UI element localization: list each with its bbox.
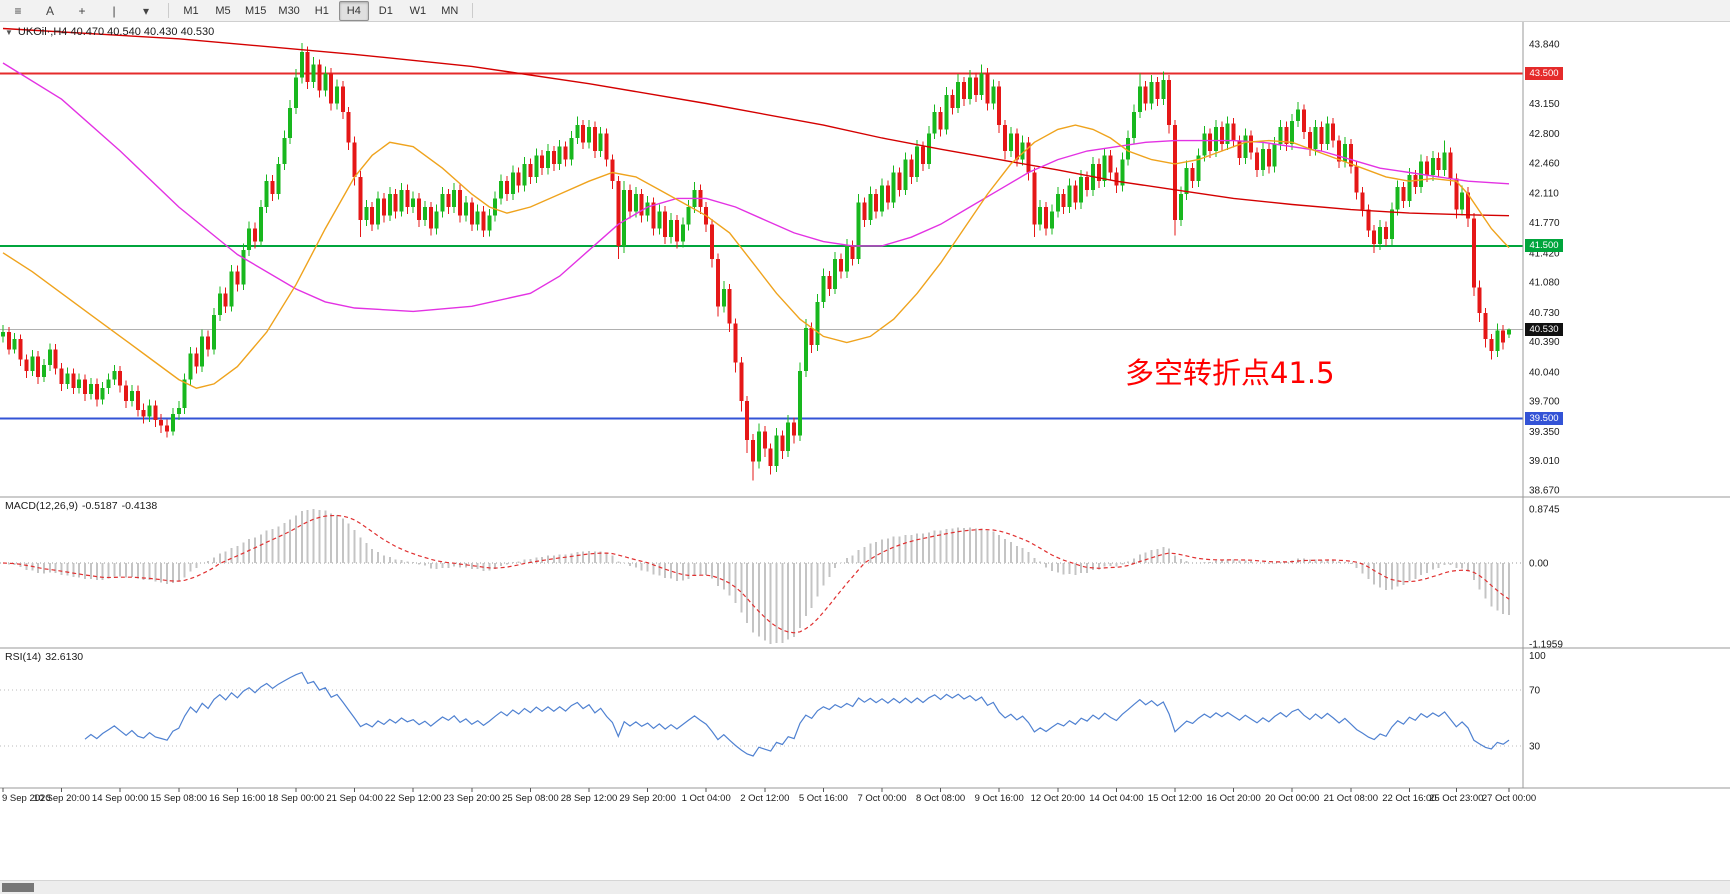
svg-text:39.700: 39.700 [1529, 397, 1560, 408]
price-badge-39.500: 39.500 [1525, 411, 1563, 425]
price-badge-41.500: 41.500 [1525, 239, 1563, 253]
rsi-value: 32.6130 [45, 651, 84, 663]
svg-text:20 Oct 00:00: 20 Oct 00:00 [1265, 793, 1319, 804]
chevron-down-icon[interactable]: ▼ [5, 28, 13, 37]
svg-text:40.040: 40.040 [1529, 367, 1560, 378]
toolbar-separator [471, 3, 473, 18]
svg-text:28 Sep 12:00: 28 Sep 12:00 [561, 793, 618, 804]
svg-text:100: 100 [1529, 651, 1546, 662]
macd-indicator-label: MACD(12,26,9) -0.5187 -0.4138 [5, 500, 161, 512]
rsi-title: RSI(14) [5, 651, 42, 663]
svg-text:-1.1959: -1.1959 [1529, 640, 1563, 651]
svg-text:14 Oct 04:00: 14 Oct 04:00 [1089, 793, 1143, 804]
svg-text:12 Oct 20:00: 12 Oct 20:00 [1031, 793, 1085, 804]
tool-crosshair-button[interactable]: + [78, 3, 86, 18]
price-badge-43.500: 43.500 [1525, 66, 1563, 80]
timeframe-h1-button[interactable]: H1 [314, 4, 329, 17]
svg-text:0.8745: 0.8745 [1529, 505, 1560, 516]
svg-text:23 Sep 20:00: 23 Sep 20:00 [444, 793, 501, 804]
svg-text:15 Oct 12:00: 15 Oct 12:00 [1148, 793, 1202, 804]
svg-text:39.350: 39.350 [1529, 427, 1560, 438]
chart-annotation-text: 多空转折点41.5 [1125, 356, 1335, 390]
svg-text:16 Sep 16:00: 16 Sep 16:00 [209, 793, 266, 804]
svg-text:42.800: 42.800 [1529, 129, 1560, 140]
svg-text:2 Oct 12:00: 2 Oct 12:00 [740, 793, 789, 804]
svg-text:41.420: 41.420 [1529, 248, 1560, 259]
price-badge-40.530: 40.530 [1525, 323, 1563, 337]
svg-text:22 Sep 12:00: 22 Sep 12:00 [385, 793, 442, 804]
toolbar-separator [168, 3, 169, 18]
svg-text:42.460: 42.460 [1529, 159, 1560, 170]
tool-line-tools-dropdown-button[interactable]: ▾ [142, 3, 150, 18]
svg-text:70: 70 [1529, 686, 1541, 697]
svg-text:25 Sep 08:00: 25 Sep 08:00 [502, 793, 559, 804]
timeframe-w1-button[interactable]: W1 [409, 4, 427, 17]
svg-text:41.770: 41.770 [1529, 218, 1560, 229]
timeframe-mn-button[interactable]: MN [441, 4, 459, 17]
svg-text:9 Oct 16:00: 9 Oct 16:00 [975, 793, 1024, 804]
svg-text:21 Oct 08:00: 21 Oct 08:00 [1324, 793, 1378, 804]
svg-text:22 Oct 16:00: 22 Oct 16:00 [1382, 793, 1436, 804]
svg-text:16 Oct 20:00: 16 Oct 20:00 [1206, 793, 1260, 804]
svg-text:10 Sep 20:00: 10 Sep 20:00 [33, 793, 90, 804]
macd-main-value: -0.5187 [81, 500, 118, 512]
svg-text:40.390: 40.390 [1529, 337, 1560, 348]
svg-text:27 Oct 00:00: 27 Oct 00:00 [1482, 793, 1536, 804]
tool-charts-list-button[interactable]: ≡ [14, 3, 22, 18]
svg-text:41.080: 41.080 [1529, 278, 1560, 289]
symbol-ohlc-text: UKOil·,H4 40.470 40.540 40.430 40.530 [17, 26, 215, 38]
svg-text:14 Sep 00:00: 14 Sep 00:00 [92, 793, 149, 804]
svg-text:18 Sep 00:00: 18 Sep 00:00 [268, 793, 325, 804]
tool-vertical-line-button[interactable]: | [112, 3, 116, 18]
svg-text:9 Sep 2020: 9 Sep 2020 [2, 793, 51, 804]
svg-text:38.670: 38.670 [1529, 486, 1560, 497]
svg-text:0.00: 0.00 [1529, 559, 1549, 570]
svg-text:43.840: 43.840 [1529, 40, 1560, 51]
rsi-indicator-label: RSI(14) 32.6130 [5, 651, 87, 663]
timeframe-m15-button[interactable]: M15 [245, 4, 267, 17]
chart-toolbar: ≡ A + | ▾ M1 M5 M15 M30 H1 H4 D1 W1 MN [0, 0, 1730, 22]
timeframe-d1-button[interactable]: D1 [378, 4, 393, 17]
svg-text:21 Sep 04:00: 21 Sep 04:00 [326, 793, 383, 804]
timeframe-m1-button[interactable]: M1 [183, 4, 199, 17]
macd-signal-value: -0.4138 [121, 500, 158, 512]
timeframe-h4-button[interactable]: H4 [338, 0, 369, 21]
svg-text:25 Oct 23:00: 25 Oct 23:00 [1429, 793, 1483, 804]
symbol-ohlc-info[interactable]: ▼ UKOil·,H4 40.470 40.540 40.430 40.530 [5, 26, 214, 38]
svg-text:40.730: 40.730 [1529, 308, 1560, 319]
scrollbar-thumb[interactable] [2, 883, 34, 892]
horizontal-scrollbar[interactable] [0, 880, 1730, 894]
svg-text:39.010: 39.010 [1529, 456, 1560, 467]
timeframe-m5-button[interactable]: M5 [215, 4, 231, 17]
svg-text:43.150: 43.150 [1529, 99, 1560, 110]
timeframe-m30-button[interactable]: M30 [278, 4, 300, 17]
tool-text-label-button[interactable]: A [45, 3, 54, 18]
svg-text:15 Sep 08:00: 15 Sep 08:00 [151, 793, 208, 804]
svg-text:30: 30 [1529, 742, 1541, 753]
svg-text:5 Oct 16:00: 5 Oct 16:00 [799, 793, 848, 804]
svg-text:42.110: 42.110 [1529, 189, 1559, 200]
svg-text:29 Sep 20:00: 29 Sep 20:00 [619, 793, 676, 804]
svg-text:7 Oct 00:00: 7 Oct 00:00 [857, 793, 906, 804]
macd-title: MACD(12,26,9) [5, 500, 78, 512]
svg-text:1 Oct 04:00: 1 Oct 04:00 [682, 793, 731, 804]
svg-text:8 Oct 08:00: 8 Oct 08:00 [916, 793, 965, 804]
